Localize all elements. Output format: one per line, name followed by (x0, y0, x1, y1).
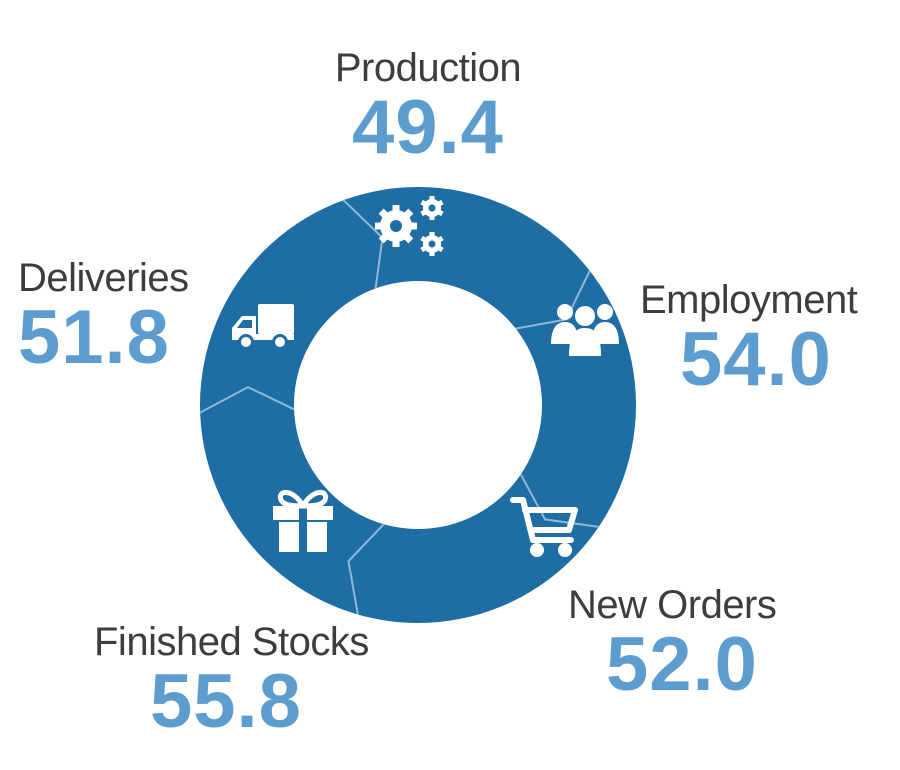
metric-value-new-orders: 52.0 (606, 622, 758, 707)
metric-value-production: 49.4 (352, 85, 504, 170)
metric-label-production: Production (334, 46, 522, 90)
metric-label-deliveries: Deliveries (18, 256, 189, 300)
segment-divider (519, 473, 599, 528)
delivery-truck-icon (232, 304, 294, 350)
people-group-icon (551, 304, 619, 356)
metric-label-new-orders: New Orders (568, 583, 777, 627)
segment-dividers (199, 199, 599, 615)
shopping-cart-icon (510, 497, 578, 557)
metric-label-employment: Employment (640, 278, 858, 322)
segment-divider (347, 523, 385, 615)
metric-value-finished-stocks: 55.8 (150, 659, 302, 744)
gift-box-icon (273, 490, 333, 552)
metric-label-finished-stocks: Finished Stocks (94, 620, 369, 664)
metric-production: Production 49.4 (318, 48, 538, 166)
ring-segments (200, 187, 636, 623)
metric-employment: Employment 54.0 (640, 278, 858, 402)
metric-new-orders: New Orders 52.0 (568, 583, 777, 707)
metric-value-deliveries: 51.8 (18, 295, 170, 380)
metric-value-employment: 54.0 (680, 317, 832, 402)
metric-finished-stocks: Finished Stocks 55.8 (94, 622, 369, 740)
metric-deliveries: Deliveries 51.8 (18, 258, 189, 376)
ring-body (200, 187, 636, 623)
segment-divider (199, 386, 295, 414)
